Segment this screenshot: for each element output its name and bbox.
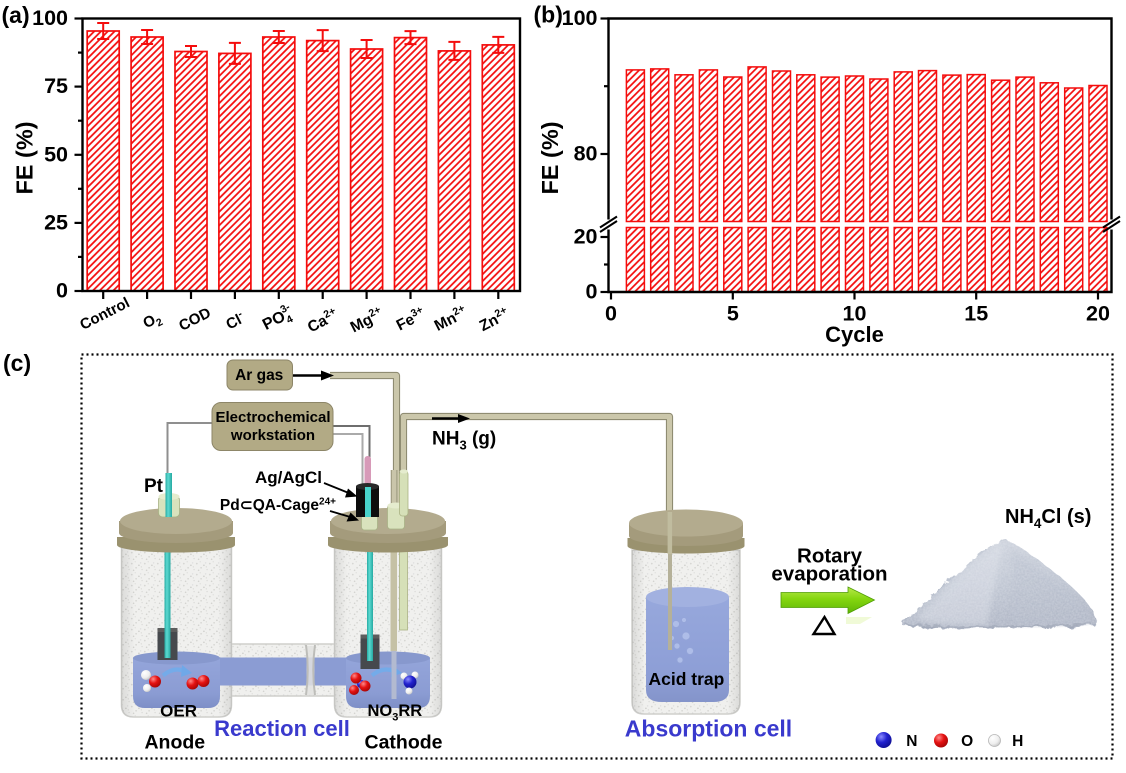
svg-text:COD: COD	[176, 304, 214, 334]
svg-text:PO43-: PO43-	[258, 301, 298, 337]
svg-text:Mg2+: Mg2+	[347, 304, 386, 337]
svg-text:Cycle: Cycle	[825, 322, 884, 347]
svg-text:Absorption cell: Absorption cell	[625, 716, 792, 742]
svg-text:Rotary: Rotary	[797, 545, 863, 568]
svg-text:Reaction cell: Reaction cell	[214, 716, 350, 741]
svg-text:(b): (b)	[534, 2, 563, 28]
svg-text:O2: O2	[140, 309, 165, 335]
svg-text:evaporation: evaporation	[771, 563, 887, 586]
svg-text:(a): (a)	[2, 2, 30, 28]
svg-text:Electrochemical: Electrochemical	[215, 409, 330, 426]
svg-text:O: O	[961, 733, 973, 750]
svg-text:Fe3+: Fe3+	[393, 304, 428, 335]
svg-text:0: 0	[56, 279, 68, 303]
svg-text:75: 75	[44, 74, 68, 98]
svg-text:workstation: workstation	[230, 427, 315, 444]
svg-text:80: 80	[574, 142, 598, 166]
svg-text:10: 10	[843, 302, 867, 326]
svg-text:Pt: Pt	[144, 476, 164, 497]
svg-text:Anode: Anode	[144, 732, 205, 754]
svg-text:20: 20	[574, 225, 598, 249]
svg-text:Cathode: Cathode	[365, 732, 443, 754]
svg-text:5: 5	[727, 302, 739, 326]
svg-text:0: 0	[586, 280, 598, 304]
svg-text:H: H	[1012, 733, 1023, 750]
svg-text:FE (%): FE (%)	[12, 121, 38, 194]
svg-text:NH3 (g): NH3 (g)	[432, 429, 496, 453]
svg-text:50: 50	[44, 142, 68, 166]
svg-text:NO3RR: NO3RR	[368, 702, 423, 724]
svg-text:Mn2+: Mn2+	[431, 302, 470, 335]
svg-text:100: 100	[32, 6, 68, 30]
svg-text:Cl-: Cl-	[222, 308, 248, 334]
svg-text:20: 20	[1086, 302, 1110, 326]
svg-text:OER: OER	[160, 702, 197, 721]
svg-text:Pd⊂QA-Cage24+: Pd⊂QA-Cage24+	[220, 497, 336, 515]
svg-text:FE (%): FE (%)	[537, 121, 563, 194]
svg-text:Ca2+: Ca2+	[304, 305, 341, 336]
svg-text:0: 0	[605, 302, 617, 326]
svg-text:(c): (c)	[3, 350, 31, 376]
svg-text:25: 25	[44, 211, 68, 235]
svg-text:100: 100	[562, 6, 598, 30]
svg-text:Ag/AgCl: Ag/AgCl	[255, 468, 322, 487]
svg-text:Control: Control	[77, 294, 132, 333]
svg-text:NH4Cl (s): NH4Cl (s)	[1005, 506, 1091, 531]
svg-text:15: 15	[964, 302, 988, 326]
svg-text:Ar gas: Ar gas	[235, 367, 283, 384]
svg-text:Acid trap: Acid trap	[648, 669, 724, 689]
svg-text:N: N	[906, 733, 917, 750]
svg-text:Zn2+: Zn2+	[476, 304, 512, 335]
